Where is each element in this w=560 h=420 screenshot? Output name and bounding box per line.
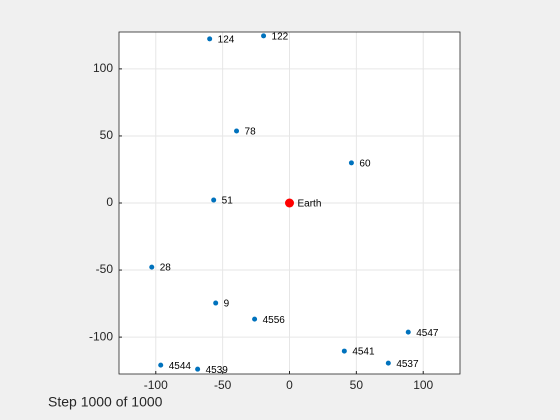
x-tick-label: 100 — [413, 378, 433, 392]
y-tick-label: -50 — [96, 262, 114, 276]
axes-box — [118, 31, 461, 375]
point-label: 4539 — [206, 365, 229, 376]
point — [211, 197, 217, 203]
point — [213, 300, 219, 306]
point-label: 4537 — [396, 359, 419, 370]
point — [252, 316, 258, 322]
x-tick-label: 50 — [350, 378, 364, 392]
point — [285, 198, 294, 208]
x-tick-label: -100 — [144, 378, 168, 392]
point — [341, 348, 347, 354]
point — [405, 329, 411, 335]
point — [348, 160, 354, 166]
point — [261, 33, 267, 39]
point-label: 124 — [218, 34, 235, 45]
point-label: Earth — [298, 199, 322, 210]
y-tick-label: 100 — [93, 61, 113, 75]
point-label: 4541 — [352, 347, 375, 358]
caption: Step 1000 of 1000 — [48, 394, 163, 410]
point — [195, 366, 201, 372]
y-tick-label: -100 — [89, 329, 113, 343]
x-tick-label: 0 — [286, 378, 293, 392]
point-label: 4544 — [169, 361, 192, 372]
point-label: 4556 — [263, 315, 286, 326]
point-label: 9 — [224, 299, 230, 310]
point-label: 122 — [272, 32, 289, 43]
point — [149, 264, 155, 270]
point — [158, 362, 164, 368]
point-label: 78 — [245, 127, 257, 138]
point-label: 60 — [359, 159, 371, 170]
point-label: 51 — [222, 196, 234, 207]
y-tick-label: 50 — [100, 128, 114, 142]
point — [385, 360, 391, 366]
point — [234, 128, 240, 134]
point-label: 28 — [160, 263, 172, 274]
point-label: 4547 — [416, 328, 439, 339]
y-tick-label: 0 — [106, 195, 113, 209]
x-tick-label: -50 — [214, 378, 232, 392]
point — [207, 36, 213, 42]
